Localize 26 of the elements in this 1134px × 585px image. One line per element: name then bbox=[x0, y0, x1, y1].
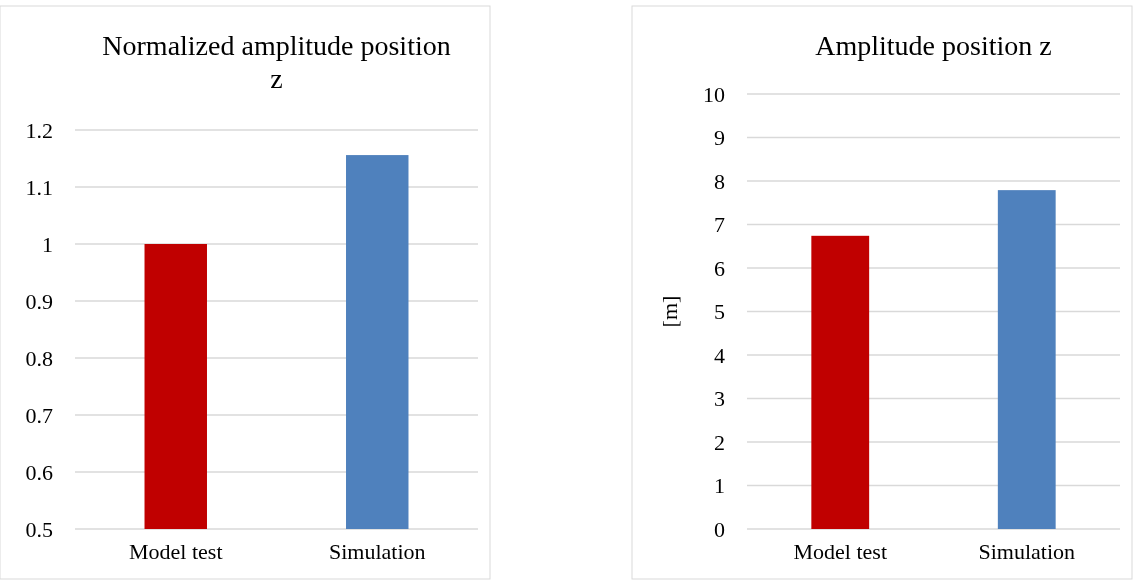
y-tick-label: 8 bbox=[714, 168, 725, 194]
y-tick-label: 0.6 bbox=[25, 459, 53, 485]
chart-title: Amplitude position z bbox=[815, 30, 1052, 61]
y-tick-label: 2 bbox=[714, 429, 725, 455]
y-axis-title: [m] bbox=[657, 295, 682, 328]
x-tick-label: Model test bbox=[793, 539, 887, 564]
y-tick-label: 0.9 bbox=[25, 288, 53, 314]
y-tick-label: 0.7 bbox=[25, 402, 53, 428]
x-tick-label: Model test bbox=[129, 539, 223, 564]
y-tick-label: 4 bbox=[714, 342, 725, 368]
x-tick-label: Simulation bbox=[978, 539, 1076, 564]
y-tick-label: 7 bbox=[714, 212, 725, 238]
y-tick-label: 3 bbox=[714, 386, 725, 412]
y-tick-label: 1.1 bbox=[25, 174, 53, 200]
y-tick-label: 0.5 bbox=[25, 516, 53, 542]
y-tick-label: 0.8 bbox=[25, 345, 53, 371]
chart-title: Normalized amplitude position z bbox=[102, 30, 451, 94]
y-tick-label: 9 bbox=[714, 125, 725, 151]
y-tick-label: 6 bbox=[714, 255, 725, 281]
y-tick-label: 10 bbox=[703, 81, 725, 107]
y-tick-label: 0 bbox=[714, 516, 725, 542]
y-tick-label: 1 bbox=[42, 231, 53, 257]
y-tick-label: 5 bbox=[714, 299, 725, 325]
y-tick-label: 1 bbox=[714, 473, 725, 499]
y-tick-label: 1.2 bbox=[25, 117, 53, 143]
x-tick-label: Simulation bbox=[328, 539, 426, 564]
